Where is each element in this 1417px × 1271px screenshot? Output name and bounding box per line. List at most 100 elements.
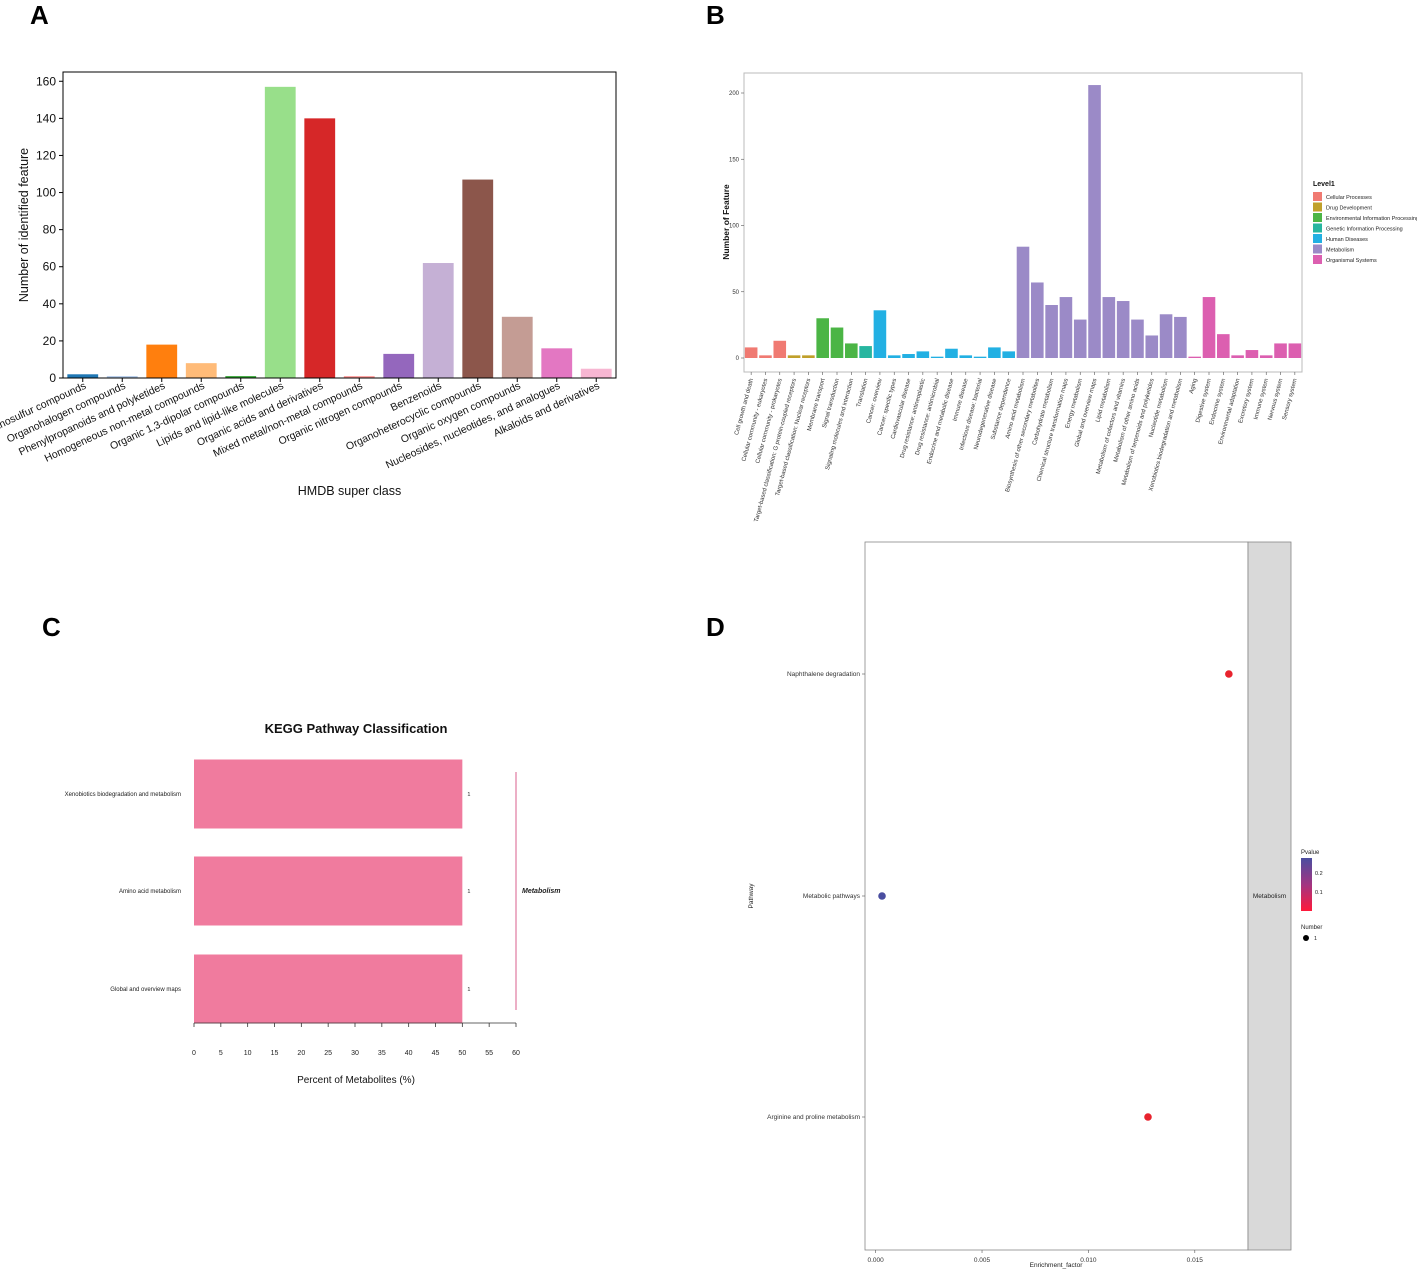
facet-strip-d <box>1247 541 1292 1251</box>
legend-swatch-b-0 <box>1313 192 1322 201</box>
ytick-label-d-1: Metabolic pathways <box>803 893 861 900</box>
bar-c-2 <box>194 954 463 1024</box>
bar-a-5 <box>264 86 296 378</box>
ytick-label-d-2: Arginine and proline metabolism <box>767 1114 860 1121</box>
bar-b-36 <box>1259 355 1273 358</box>
xtick-label-c-8: 40 <box>405 1050 413 1057</box>
bar-b-24 <box>1088 85 1101 359</box>
bar-a-9 <box>422 263 454 378</box>
bar-b-14 <box>945 348 958 358</box>
ytick-label-b-0: 0 <box>736 356 740 362</box>
legend-swatch-b-4 <box>1313 234 1322 243</box>
bar-a-12 <box>541 348 573 378</box>
xlabel-a: HMDB super class <box>298 484 402 498</box>
legend-pvalue-tick-d-1: 0.1 <box>1315 890 1323 896</box>
ytick-label-b-1: 50 <box>732 290 739 296</box>
title-c: KEGG Pathway Classification <box>265 721 448 736</box>
data-label-c-1: 1 <box>467 889 470 895</box>
ytick-label-a-1: 20 <box>43 334 57 348</box>
group-label-c: Metabolism <box>522 888 561 895</box>
ytick-label-a-6: 120 <box>36 148 56 162</box>
axes-frame-d <box>864 541 1249 1251</box>
bar-b-1 <box>759 355 772 358</box>
legend-swatch-b-2 <box>1313 213 1322 222</box>
bar-b-0 <box>744 347 758 358</box>
bar-b-34 <box>1231 355 1244 358</box>
legend-label-b-3: Genetic Information Processing <box>1326 227 1403 233</box>
legend-label-b-4: Human Diseases <box>1326 237 1368 243</box>
xtick-label-b-7: Signaling molecules and interaction <box>825 378 855 471</box>
bar-b-21 <box>1045 305 1058 358</box>
xtick-label-c-12: 60 <box>512 1050 520 1057</box>
bar-a-0 <box>67 374 99 378</box>
bar-b-6 <box>830 327 844 358</box>
axes-frame-a <box>62 71 617 379</box>
ylabel-b: Number of Feature <box>721 184 731 260</box>
bar-c-1 <box>194 856 463 926</box>
bar-b-15 <box>959 355 973 358</box>
bar-a-10 <box>462 179 494 378</box>
xtick-label-c-3: 15 <box>271 1050 279 1057</box>
bar-b-20 <box>1031 282 1044 358</box>
bar-b-27 <box>1131 319 1144 358</box>
legend-label-b-6: Organismal Systems <box>1326 258 1377 264</box>
point-d-0 <box>1225 670 1233 678</box>
ytick-label-a-8: 160 <box>36 74 56 88</box>
legend-swatch-b-1 <box>1313 202 1322 212</box>
bar-b-9 <box>873 310 887 358</box>
legend-pvalue-tick-d-0: 0.2 <box>1315 871 1323 877</box>
xtick-label-c-4: 20 <box>297 1050 305 1057</box>
bar-b-10 <box>887 355 901 358</box>
bar-b-35 <box>1245 350 1259 358</box>
legend-pvalue-bar-d <box>1301 858 1312 911</box>
xtick-label-d-3: 0.015 <box>1187 1257 1204 1264</box>
xlabel-d: Enrichment_factor <box>1030 1262 1084 1269</box>
xtick-label-c-11: 55 <box>485 1050 493 1057</box>
bar-a-4 <box>225 376 257 378</box>
xlabel-c: Percent of Metabolites (%) <box>297 1075 415 1086</box>
xtick-label-b-36: Immune system <box>1253 378 1270 420</box>
ytick-label-b-3: 150 <box>729 157 740 163</box>
bar-b-31 <box>1188 356 1201 358</box>
xtick-label-c-6: 30 <box>351 1050 359 1057</box>
xtick-label-c-0: 0 <box>192 1050 196 1057</box>
bar-b-19 <box>1016 246 1030 358</box>
bar-b-37 <box>1274 343 1287 358</box>
bar-b-33 <box>1217 334 1230 358</box>
ytick-label-c-2: Global and overview maps <box>110 987 181 993</box>
bar-b-4 <box>802 355 815 358</box>
legend-swatch-b-6 <box>1313 255 1322 264</box>
legend-title-b: Level1 <box>1313 181 1335 188</box>
legend-number-value-d: 1 <box>1314 936 1317 942</box>
panel-label-a: A <box>30 0 49 30</box>
bar-a-11 <box>501 316 533 378</box>
xtick-label-d-1: 0.005 <box>974 1257 991 1264</box>
legend-pvalue-title-d: Pvalue <box>1301 850 1320 856</box>
bar-a-6 <box>304 118 336 378</box>
bar-c-0 <box>194 759 463 829</box>
bar-b-17 <box>988 347 1001 358</box>
bar-b-22 <box>1059 297 1073 358</box>
bar-b-23 <box>1073 319 1087 358</box>
ytick-label-d-0: Naphthalene degradation <box>787 671 860 678</box>
bar-b-18 <box>1002 351 1015 358</box>
legend-label-b-5: Metabolism <box>1326 248 1355 254</box>
ylabel-a: Number of identified feature <box>17 148 31 302</box>
bar-b-3 <box>787 355 801 358</box>
bar-b-29 <box>1159 314 1173 358</box>
bar-b-30 <box>1174 316 1187 358</box>
data-label-c-2: 1 <box>467 987 470 993</box>
point-d-2 <box>1144 1113 1152 1121</box>
bar-b-26 <box>1116 301 1130 358</box>
bar-b-8 <box>859 346 872 358</box>
ytick-label-a-4: 80 <box>43 223 57 237</box>
data-label-c-0: 1 <box>467 792 470 798</box>
ytick-label-a-3: 60 <box>43 260 57 274</box>
ytick-label-a-2: 40 <box>43 297 57 311</box>
xtick-label-c-1: 5 <box>219 1050 223 1057</box>
bar-b-2 <box>773 340 787 358</box>
xtick-label-c-5: 25 <box>324 1050 332 1057</box>
facet-label-d: Metabolism <box>1253 893 1286 900</box>
panel-label-c: C <box>42 612 61 642</box>
